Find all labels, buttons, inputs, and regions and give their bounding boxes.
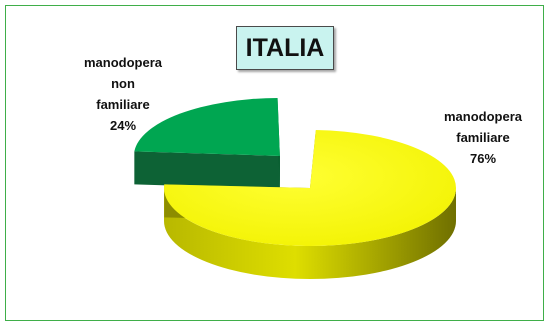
chart-title: ITALIA [236,26,334,70]
pie-slice-1 [164,130,456,279]
slice-label-line: non [111,76,135,91]
pie-slice-0 [134,97,280,189]
slice-label-non-familiare: manodopera non familiare 24% [63,52,183,136]
slice-percent-label: 76% [469,151,497,166]
slice-label-line: manodopera [83,55,162,70]
slice-label-line: familiare [456,130,510,145]
slice-label-line: manodopera [443,109,522,124]
slice-label-line: familiare [96,97,150,112]
slice-percent-label: 24% [109,118,137,133]
slice-label-familiare: manodopera familiare 76% [418,106,548,169]
